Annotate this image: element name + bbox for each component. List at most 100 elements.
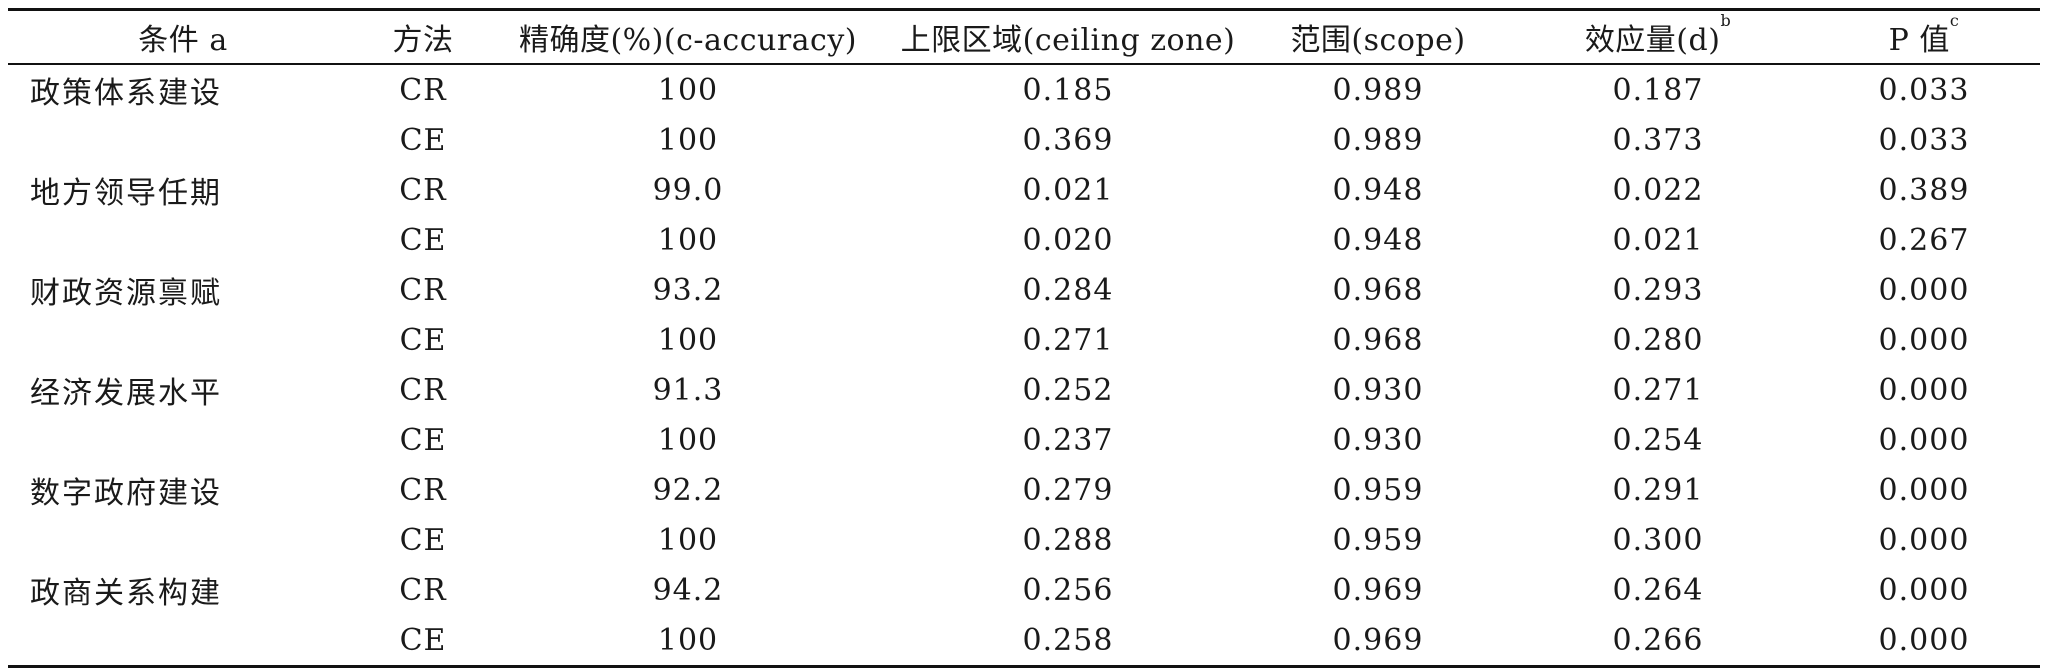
- cell-scope: 0.989: [1332, 72, 1424, 108]
- header-ceiling-zone: 上限区域(ceiling zone): [900, 23, 1236, 58]
- cell-p-value: 0.000: [1878, 472, 1970, 508]
- cell-ceiling-zone: 0.258: [1022, 622, 1114, 658]
- header-accuracy: 精确度(%)(c-accuracy): [518, 23, 858, 58]
- cell-method: CE: [399, 122, 447, 158]
- table-row: CE 100 0.369 0.989 0.373 0.033: [8, 115, 2040, 165]
- cell-ceiling-zone: 0.284: [1022, 272, 1114, 308]
- header-effect-size: 效应量(d)b: [1508, 10, 1808, 65]
- cell-condition: 财政资源禀赋: [30, 276, 222, 311]
- cell-condition: [8, 615, 358, 667]
- cell-accuracy: 92.2: [652, 472, 724, 508]
- cell-accuracy: 91.3: [652, 372, 724, 408]
- cell-scope: 0.948: [1332, 222, 1424, 258]
- cell-accuracy: 99.0: [652, 172, 724, 208]
- cell-ceiling-zone: 0.271: [1022, 322, 1114, 358]
- cell-effect-size: 0.254: [1612, 422, 1704, 458]
- cell-condition: [8, 115, 358, 165]
- header-scope: 范围(scope): [1290, 23, 1466, 58]
- header-condition: 条件 a: [138, 23, 228, 58]
- cell-effect-size: 0.022: [1612, 172, 1704, 208]
- cell-condition: 政策体系建设: [30, 76, 222, 111]
- nca-results-table-container: 条件 a 方法 精确度(%)(c-accuracy) 上限区域(ceiling …: [8, 8, 2040, 668]
- cell-accuracy: 94.2: [652, 572, 724, 608]
- cell-effect-size: 0.264: [1612, 572, 1704, 608]
- cell-scope: 0.968: [1332, 272, 1424, 308]
- cell-effect-size: 0.373: [1612, 122, 1704, 158]
- cell-ceiling-zone: 0.279: [1022, 472, 1114, 508]
- cell-p-value: 0.389: [1878, 172, 1970, 208]
- table-row: 财政资源禀赋 CR 93.2 0.284 0.968 0.293 0.000: [8, 265, 2040, 315]
- cell-effect-size: 0.291: [1612, 472, 1704, 508]
- cell-method: CE: [399, 222, 447, 258]
- header-p-value-footnote: c: [1949, 11, 1960, 30]
- cell-accuracy: 100: [657, 522, 719, 558]
- table-row: CE 100 0.020 0.948 0.021 0.267: [8, 215, 2040, 265]
- table-row: 政商关系构建 CR 94.2 0.256 0.969 0.264 0.000: [8, 565, 2040, 615]
- cell-p-value: 0.000: [1878, 322, 1970, 358]
- cell-method: CE: [399, 322, 447, 358]
- cell-ceiling-zone: 0.288: [1022, 522, 1114, 558]
- cell-p-value: 0.000: [1878, 272, 1970, 308]
- cell-ceiling-zone: 0.256: [1022, 572, 1114, 608]
- cell-scope: 0.959: [1332, 522, 1424, 558]
- cell-p-value: 0.000: [1878, 422, 1970, 458]
- cell-accuracy: 100: [657, 72, 719, 108]
- table-body: 政策体系建设 CR 100 0.185 0.989 0.187 0.033 CE 100 0.36…: [8, 64, 2040, 667]
- cell-condition: 经济发展水平: [30, 376, 222, 411]
- cell-accuracy: 100: [657, 622, 719, 658]
- cell-method: CE: [399, 422, 447, 458]
- cell-ceiling-zone: 0.369: [1022, 122, 1114, 158]
- cell-method: CR: [399, 472, 447, 508]
- cell-effect-size: 0.187: [1612, 72, 1704, 108]
- cell-accuracy: 100: [657, 122, 719, 158]
- cell-scope: 0.969: [1332, 622, 1424, 658]
- header-p-value: P 值c: [1808, 10, 2040, 65]
- cell-condition: [8, 215, 358, 265]
- cell-condition: 政商关系构建: [30, 576, 222, 611]
- cell-p-value: 0.000: [1878, 622, 1970, 658]
- cell-effect-size: 0.266: [1612, 622, 1704, 658]
- cell-method: CR: [399, 372, 447, 408]
- cell-method: CR: [399, 172, 447, 208]
- cell-effect-size: 0.300: [1612, 522, 1704, 558]
- cell-scope: 0.969: [1332, 572, 1424, 608]
- header-p-value-label: P 值: [1888, 23, 1950, 58]
- table-row: 政策体系建设 CR 100 0.185 0.989 0.187 0.033: [8, 64, 2040, 115]
- table-row: CE 100 0.258 0.969 0.266 0.000: [8, 615, 2040, 667]
- table-row: 数字政府建设 CR 92.2 0.279 0.959 0.291 0.000: [8, 465, 2040, 515]
- cell-accuracy: 100: [657, 422, 719, 458]
- cell-effect-size: 0.021: [1612, 222, 1704, 258]
- cell-accuracy: 93.2: [652, 272, 724, 308]
- cell-effect-size: 0.293: [1612, 272, 1704, 308]
- cell-method: CE: [399, 522, 447, 558]
- cell-condition: [8, 515, 358, 565]
- header-method: 方法: [392, 23, 454, 58]
- cell-scope: 0.968: [1332, 322, 1424, 358]
- table-row: 经济发展水平 CR 91.3 0.252 0.930 0.271 0.000: [8, 365, 2040, 415]
- cell-ceiling-zone: 0.020: [1022, 222, 1114, 258]
- nca-results-table: 条件 a 方法 精确度(%)(c-accuracy) 上限区域(ceiling …: [8, 8, 2040, 668]
- header-effect-size-footnote: b: [1720, 11, 1732, 30]
- cell-ceiling-zone: 0.237: [1022, 422, 1114, 458]
- cell-condition: 数字政府建设: [30, 476, 222, 511]
- table-row: 地方领导任期 CR 99.0 0.021 0.948 0.022 0.389: [8, 165, 2040, 215]
- cell-p-value: 0.000: [1878, 372, 1970, 408]
- table-row: CE 100 0.237 0.930 0.254 0.000: [8, 415, 2040, 465]
- table-row: CE 100 0.288 0.959 0.300 0.000: [8, 515, 2040, 565]
- cell-scope: 0.930: [1332, 372, 1424, 408]
- cell-effect-size: 0.271: [1612, 372, 1704, 408]
- cell-accuracy: 100: [657, 222, 719, 258]
- cell-p-value: 0.033: [1878, 72, 1970, 108]
- cell-effect-size: 0.280: [1612, 322, 1704, 358]
- cell-accuracy: 100: [657, 322, 719, 358]
- cell-condition: [8, 315, 358, 365]
- header-effect-size-label: 效应量(d): [1584, 23, 1721, 58]
- cell-scope: 0.989: [1332, 122, 1424, 158]
- cell-p-value: 0.000: [1878, 572, 1970, 608]
- cell-p-value: 0.267: [1878, 222, 1970, 258]
- cell-p-value: 0.033: [1878, 122, 1970, 158]
- cell-ceiling-zone: 0.021: [1022, 172, 1114, 208]
- table-header-row: 条件 a 方法 精确度(%)(c-accuracy) 上限区域(ceiling …: [8, 9, 2040, 65]
- cell-ceiling-zone: 0.252: [1022, 372, 1114, 408]
- cell-scope: 0.930: [1332, 422, 1424, 458]
